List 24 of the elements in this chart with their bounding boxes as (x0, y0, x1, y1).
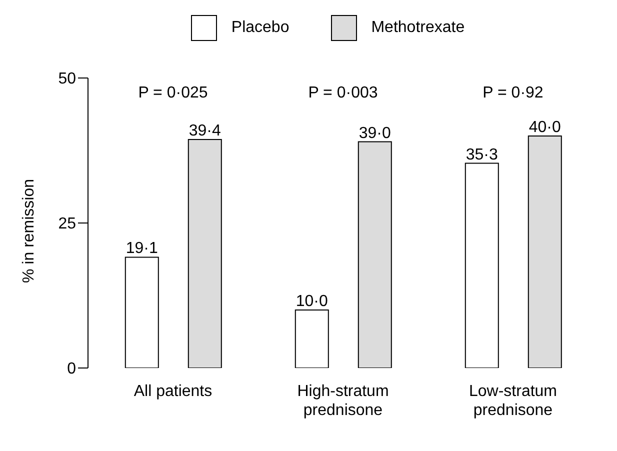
y-tick-label: 25 (58, 216, 76, 233)
x-tick-label: Low-stratum prednisone (468, 383, 558, 419)
bar (358, 141, 392, 368)
y-tick-label: 50 (58, 70, 76, 88)
data-label: 40·0 (528, 119, 562, 136)
y-axis-title: % in remission (20, 178, 38, 283)
data-label: 35·3 (466, 146, 498, 164)
bar (188, 138, 222, 368)
data-label: 39·0 (358, 124, 392, 142)
bar (528, 136, 562, 368)
annotation: P = 0·92 (482, 84, 544, 102)
annotation: P = 0·003 (308, 84, 378, 102)
data-label: 39·4 (188, 122, 222, 140)
bar (294, 310, 329, 368)
legend-label: Methotrexate (371, 19, 465, 37)
x-tick-label: All patients (134, 383, 212, 400)
data-label: 19·1 (126, 240, 158, 258)
y-tick-label: 0 (67, 360, 76, 378)
x-tick-label: High-stratum prednisone (297, 383, 389, 419)
annotation: P = 0·025 (138, 84, 208, 102)
bar (124, 256, 159, 368)
bar (464, 162, 499, 368)
legend-label: Placebo (231, 19, 290, 37)
data-label: 10·0 (296, 293, 328, 310)
